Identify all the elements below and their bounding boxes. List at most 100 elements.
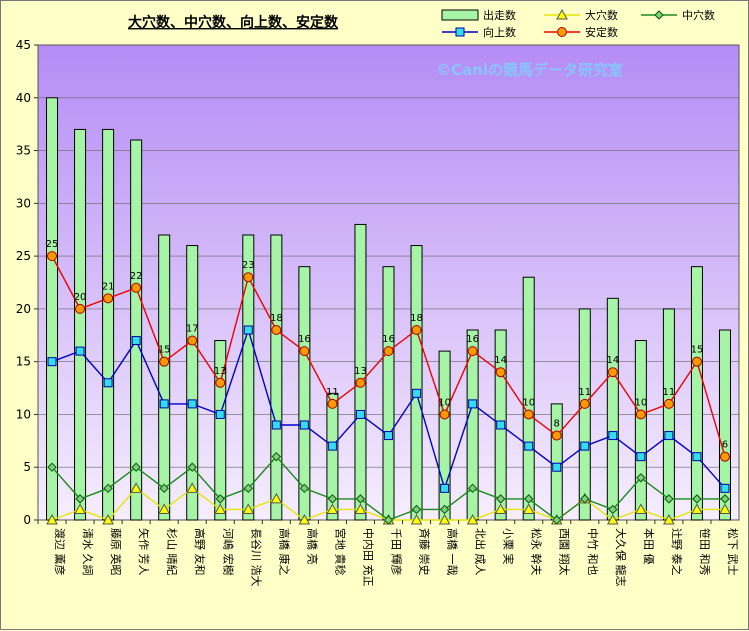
point [270,492,283,504]
point [326,503,339,514]
bar [74,128,87,521]
data-label: 18 [270,313,283,324]
x-tick-label: 矢作 芳人 [137,528,151,576]
y-tick-label: 20 [16,302,31,316]
point [524,441,534,451]
point [327,398,338,409]
data-label: 16 [382,334,395,345]
bar [326,392,339,521]
data-label: 13 [354,366,367,377]
point [355,377,366,388]
point [720,483,730,493]
point [271,325,282,335]
point [383,346,394,357]
point [438,513,451,525]
point [214,503,227,514]
x-tick-label: 松下 武士 [726,528,740,576]
legend-label: 大穴数 [585,8,618,22]
point [411,325,422,335]
data-label: 10 [438,397,451,408]
legend-label: 安定数 [585,25,618,39]
data-label: 22 [130,271,143,282]
point [635,503,647,514]
data-label: 10 [522,397,535,408]
x-tick-label: 渡辺 薫彦 [53,528,67,576]
y-tick-label: 0 [23,513,31,527]
point [75,303,86,314]
line-series [46,251,731,525]
bar [354,223,367,521]
x-tick-label: 藤原 英昭 [109,528,123,576]
bar [382,266,395,521]
point [47,357,57,367]
point [131,462,141,472]
point [384,431,393,441]
bar [662,308,675,521]
point [271,420,281,430]
point [580,441,590,451]
point [691,356,702,367]
point [552,462,562,472]
y-tick-label: 45 [16,38,31,52]
data-label: 16 [298,334,311,345]
data-label: 13 [214,366,227,377]
point [186,482,199,493]
point [103,483,113,494]
data-label: 11 [326,387,339,398]
data-label: 10 [634,397,647,408]
point [663,398,674,409]
point [636,473,646,483]
chart-title: 大穴数、中穴数、向上数、安定数 [128,14,339,31]
point [243,325,253,335]
y-tick-label: 30 [16,196,31,210]
point [608,504,618,515]
point [691,503,703,514]
point [664,494,674,504]
point [47,251,58,262]
x-tick-label: 杉山 晴紀 [165,528,179,576]
data-label: 17 [186,324,199,335]
point [607,367,618,378]
data-label: 14 [494,355,507,366]
x-axis: 渡辺 薫彦 清水 久詞 藤原 英昭 矢作 芳人 杉山 晴紀 高野 友和 河嶋 宏樹 長谷川 浩… [37,520,740,587]
x-tick-label: 千田 輝彦 [390,528,404,576]
point [75,346,85,356]
point [158,503,171,514]
point [580,494,590,504]
legend-item: 大穴数 [544,8,618,22]
data-label: 21 [102,281,115,292]
y-tick-label: 25 [16,249,31,263]
point [46,513,58,525]
legend-label: 向上数 [483,25,516,39]
data-labels: 25 20 21 22 15 17 13 23 18 16 11 13 16 18 10 16 14 10 8 11 1… [46,239,729,451]
bar [522,276,535,521]
data-label: 6 [722,440,728,451]
point [468,399,478,409]
point [466,513,479,525]
point [455,27,465,37]
bar [410,245,423,521]
point [215,409,225,419]
point [410,513,423,525]
bar [606,297,619,521]
point [557,27,567,37]
point [411,504,422,515]
point [327,494,338,504]
point [654,10,664,20]
x-tick-label: 松永 幹夫 [530,528,544,576]
point [299,420,309,430]
point [439,504,450,515]
data-label: 15 [691,345,704,356]
bar [690,266,703,521]
point [354,503,367,514]
bar [270,234,283,521]
x-tick-label: 高野 友和 [193,528,207,576]
y-tick-label: 5 [23,460,31,474]
point [243,272,254,283]
point [692,494,702,504]
x-tick-label: 北出 成人 [474,528,488,576]
point [327,441,337,451]
data-label: 16 [466,334,479,345]
point [467,346,478,357]
data-label: 11 [663,387,676,398]
